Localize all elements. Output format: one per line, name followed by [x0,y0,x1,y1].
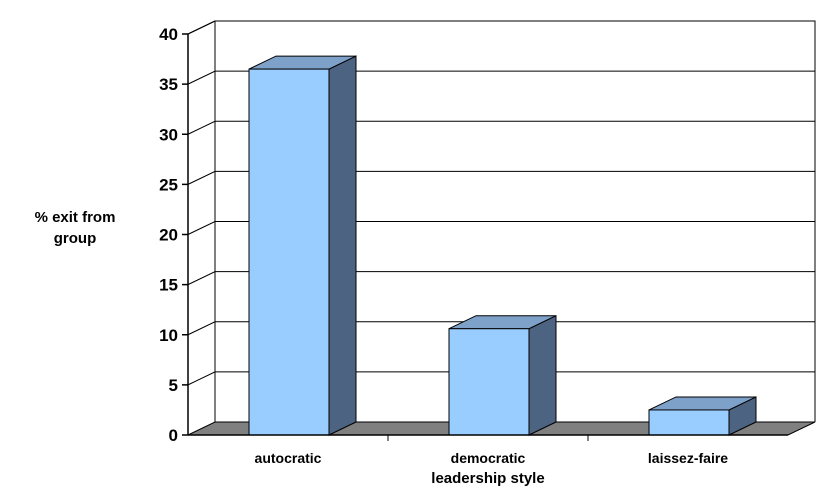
y-axis-title: % exit from group [35,209,116,247]
gridline [187,321,815,336]
gridline [187,170,815,185]
y-tick-label: 35 [159,75,178,94]
y-tick-label: 5 [169,376,178,395]
y-tick-label: 15 [159,276,178,295]
bar-front [248,68,330,436]
x-tick-label: laissez-faire [648,450,728,466]
bar-laissez-faire [648,396,757,436]
y-axis-title-line: group [54,230,97,247]
bar-autocratic [248,55,357,436]
gridline [187,271,815,286]
gridline [187,70,815,85]
y-tick-label: 40 [159,25,178,44]
bar-democratic [448,314,557,436]
gridline [187,371,815,386]
y-tick-labels: 0 5 10 15 20 25 30 35 40 [159,25,178,445]
x-tick-label: autocratic [255,450,322,466]
bar-side [528,314,557,436]
x-tick-labels: autocratic democratic laissez-faire [255,450,729,466]
bar-front [648,409,730,436]
y-tick-label: 30 [159,125,178,144]
y-tick-label: 20 [159,226,178,245]
x-tick-label: democratic [451,450,526,466]
y-tick-label: 25 [159,175,178,194]
gridline [187,20,815,35]
y-tick-label: 10 [159,326,178,345]
wall-edge [187,20,216,35]
x-axis-title: leadership style [431,470,544,487]
bar-front [448,328,530,436]
gridline [187,221,815,235]
bars [248,55,757,436]
y-tick-label: 0 [169,426,178,445]
gridline [187,120,815,135]
y-axis-title-line: % exit from [35,209,116,226]
bar-side [328,55,357,436]
axes [182,20,788,441]
